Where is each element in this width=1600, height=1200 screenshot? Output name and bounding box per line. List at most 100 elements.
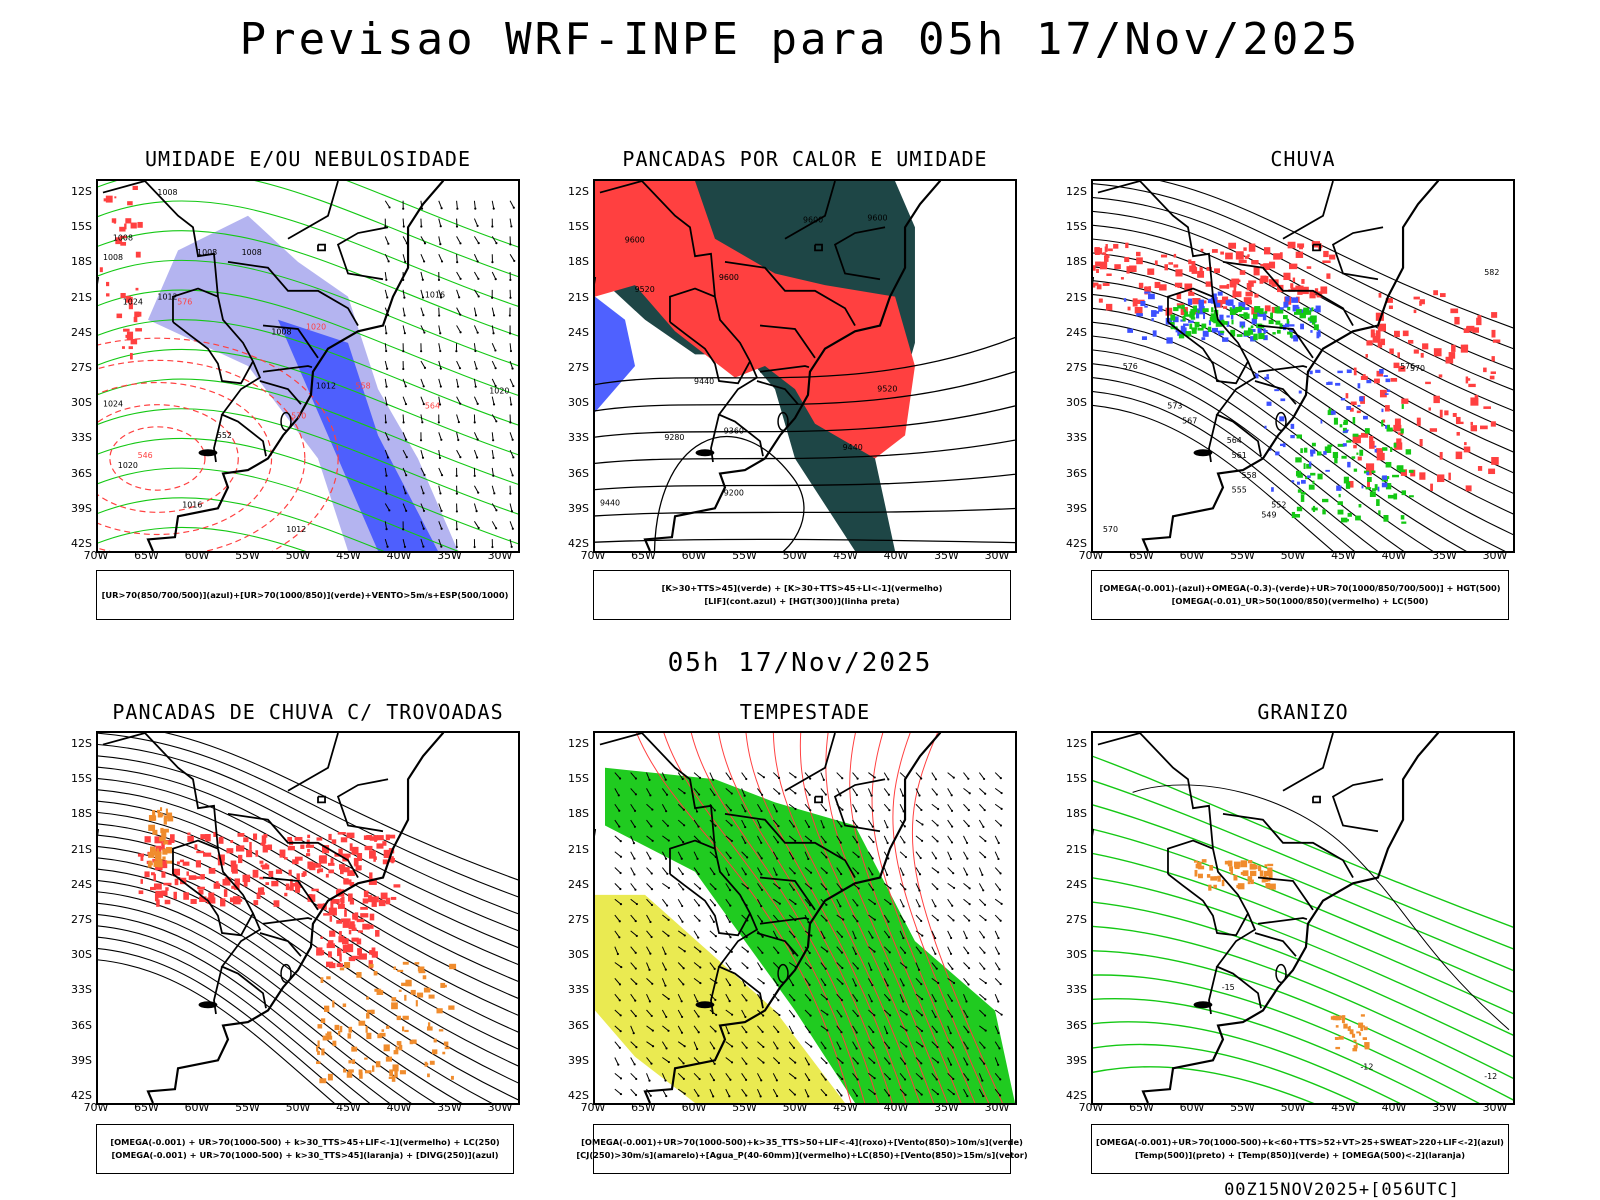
latitude-label: 24S (1066, 877, 1087, 891)
longitude-label: 35W (1432, 1101, 1457, 1114)
latitude-label: 18S (71, 807, 92, 821)
green-omega-area (1170, 304, 1319, 341)
green-omega-area-ocean (1291, 404, 1414, 524)
forecast-map (593, 731, 1017, 1105)
coastline-borders (98, 181, 445, 551)
contour-label: 1008 (197, 248, 217, 257)
latitude-label: 36S (568, 466, 589, 480)
black-temperature-contours (1132, 784, 1510, 1031)
contour-label: 1008 (103, 253, 123, 262)
contour-label: 573 (1167, 402, 1182, 411)
contour-label: 1020 (306, 322, 326, 331)
contour-label: 9440 (694, 377, 714, 386)
longitude-label: 55W (1230, 549, 1255, 562)
legend-line: [CJ(250)>30m/s](amarelo)+[Agua_P(40-60mm… (576, 1150, 1028, 1160)
longitude-label: 50W (285, 549, 311, 562)
longitude-label: 30W (1482, 1101, 1508, 1114)
blue-omega-area (1123, 291, 1321, 344)
contour-label: 576 (1123, 362, 1138, 371)
latitude-label: 42S (1066, 1089, 1087, 1102)
contour-label: 552 (1271, 500, 1286, 509)
latitude-label: 33S (1066, 431, 1087, 445)
map-canvas: -15 -12 -12 (1093, 733, 1513, 1103)
longitude-label: 45W (336, 1101, 361, 1114)
contour-label: 1008 (271, 327, 291, 336)
latitude-label: 27S (71, 361, 92, 374)
latitude-label: 15S (71, 772, 92, 786)
coastline-borders (98, 733, 445, 1103)
contour-label: 1008 (242, 248, 262, 257)
panel-legend: [OMEGA(-0.001) + UR>70(1000-500) + k>30_… (96, 1124, 514, 1174)
longitude-label: 65W (1129, 1101, 1154, 1114)
latitude-label: 30S (71, 948, 92, 962)
contour-label: 9440 (600, 498, 620, 507)
red-thunderstorm-area-coast (316, 896, 380, 969)
contour-label: 1024 (123, 298, 143, 307)
latitude-label: 39S (1066, 1053, 1087, 1067)
latitude-label: 15S (1066, 220, 1087, 234)
orange-convection-area-west (147, 807, 174, 868)
contour-label: 555 (1232, 486, 1247, 495)
main-title: Previsao WRF-INPE para 05h 17/Nov/2025 (239, 14, 1361, 65)
longitude-label: 55W (235, 549, 260, 562)
green-temperature-contours (1093, 755, 1513, 1103)
latitude-label: 42S (71, 537, 92, 550)
panel-title: GRANIZO (1257, 700, 1349, 724)
subtitle: 05h 17/Nov/2025 (667, 648, 933, 678)
longitude-label: 70W (580, 1101, 606, 1114)
latitude-label: 33S (568, 983, 589, 997)
contour-label: 9600 (625, 235, 645, 244)
longitude-label: 40W (386, 1101, 412, 1114)
wind-vectors (384, 200, 516, 549)
latitude-label: 39S (1066, 501, 1087, 515)
longitude-label: 60W (184, 1101, 210, 1114)
contour-label: -12 (1484, 1072, 1497, 1081)
latitude-label: 39S (71, 1053, 92, 1067)
longitude-label: 70W (83, 549, 109, 562)
longitude-label: 35W (437, 1101, 462, 1114)
latitude-label: 36S (71, 1018, 92, 1032)
latitude-label: 24S (71, 325, 92, 339)
longitude-label: 60W (184, 549, 210, 562)
longitude-label: 35W (934, 1101, 959, 1114)
contour-label: 9600 (803, 216, 823, 225)
panel-title: UMIDADE E/OU NEBULOSIDADE (144, 147, 472, 171)
legend-line: [OMEGA(-0.001) + UR>70(1000-500) + k>30_… (110, 1137, 500, 1147)
latitude-label: 36S (1066, 1018, 1087, 1032)
latitude-label: 27S (1066, 913, 1087, 926)
panel-legend: [UR>70(850/700/500)](azul)+[UR>70(1000/8… (96, 570, 514, 620)
latitude-label: 12S (71, 185, 92, 198)
red-thunderstorm-area (595, 181, 915, 459)
longitude-label: 45W (1331, 1101, 1356, 1114)
contour-label: 1024 (103, 400, 123, 409)
panel-legend: [K>30+TTS>45](verde) + [K>30+TTS>45+LI<-… (593, 570, 1011, 620)
longitude-label: 50W (782, 549, 808, 562)
latitude-label: 39S (568, 501, 589, 515)
latitude-label: 27S (1066, 361, 1087, 374)
longitude-label: 70W (83, 1101, 109, 1114)
latitude-label: 36S (1066, 466, 1087, 480)
longitude-label: 30W (487, 549, 513, 562)
contour-label: 564 (425, 402, 440, 411)
forecast-map: 9600 9600 9600 9520 9440 9360 9280 9200 9440 9520… (593, 179, 1017, 553)
latitude-label: 21S (1066, 842, 1087, 856)
longitude-label: 35W (437, 549, 462, 562)
contour-label: 1008 (157, 188, 177, 197)
latitude-label: 30S (568, 396, 589, 410)
latitude-label: 15S (568, 772, 589, 786)
map-canvas: 9600 9600 9600 9520 9440 9360 9280 9200 9440 9520… (595, 181, 1015, 551)
contour-label: 564 (1227, 436, 1242, 445)
panel-legend: [OMEGA(-0.001)+UR>70(1000-500)+k<60+TTS>… (1091, 1124, 1509, 1174)
longitude-label: 45W (336, 549, 361, 562)
latitude-label: 18S (568, 255, 589, 269)
latitude-label: 12S (568, 737, 589, 750)
contour-label: 552 (217, 431, 232, 440)
black-streamlines-250hpa (98, 733, 518, 1103)
red-rain-area-south (1345, 290, 1501, 492)
panel-title: TEMPESTADE (739, 700, 871, 724)
latitude-label: 42S (568, 537, 589, 550)
latitude-label: 27S (568, 361, 589, 374)
legend-line: [OMEGA(-0.01)_UR>50(1000/850)(vermelho) … (1171, 596, 1429, 606)
contour-label: 570 (1103, 525, 1118, 534)
